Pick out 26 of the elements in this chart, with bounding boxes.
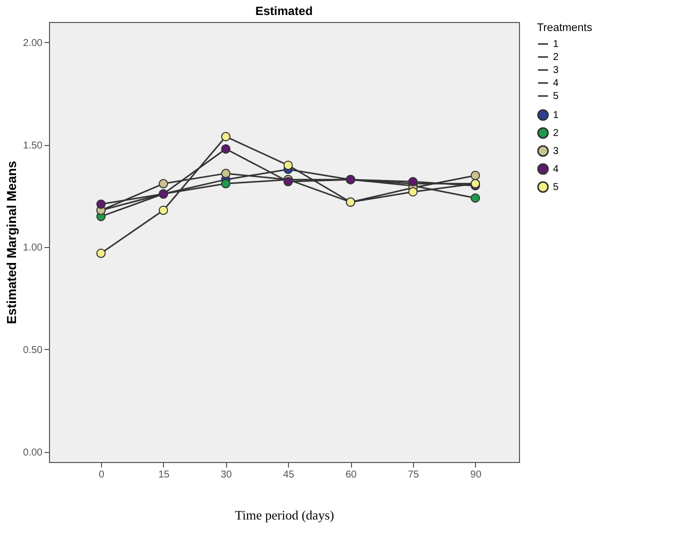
x-tick-label: 60 [345,470,358,480]
y-tick-label: 0.50 [23,344,43,356]
legend-title: Treatments [537,22,593,34]
chart-title: Estimated [255,4,313,18]
legend-label: 4 [553,164,559,175]
text: 2 [553,52,559,63]
x-axis-title: Time period (days) [234,508,334,522]
x-tick-label: 75 [408,470,420,480]
legend-label: 5 [553,182,559,193]
legend-label: 2 [553,128,559,139]
text: 3 [553,65,559,76]
text: 5 [553,91,559,102]
y-tick-label: 0.00 [23,447,43,458]
x-tick-label: 0 [98,470,105,480]
x-tick-label: 15 [158,470,170,480]
text: 1 [553,39,559,50]
y-axis-title: Estimated Marginal Means [4,160,20,324]
x-tick-label: 45 [283,470,295,480]
text: 4 [553,78,559,89]
legend-label: 3 [553,146,559,157]
x-tick-label: 30 [220,470,232,480]
y-tick-label: 1.00 [23,242,43,254]
y-tick-label: 2.00 [23,38,43,49]
y-tick-label: 1.50 [23,140,43,152]
x-tick-label: 90 [470,470,482,480]
legend-label: 1 [553,110,559,121]
